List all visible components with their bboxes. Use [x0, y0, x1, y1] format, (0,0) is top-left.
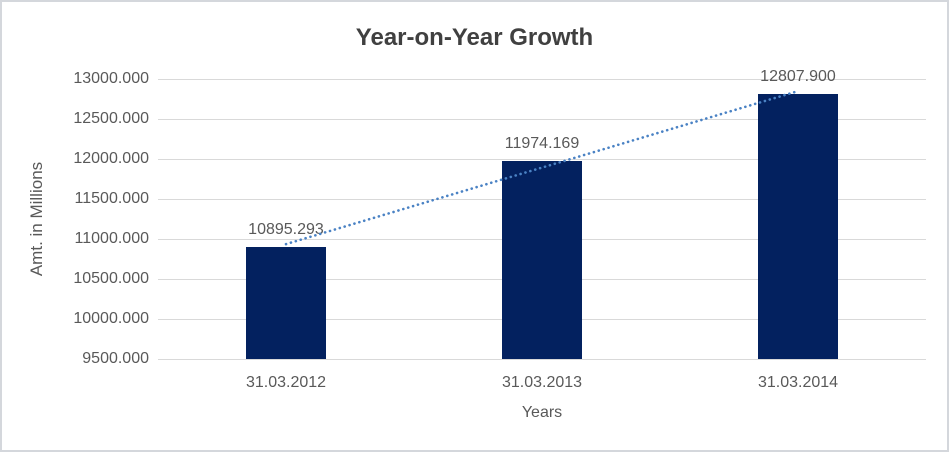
y-tick-label: 11000.000	[74, 230, 149, 247]
y-tick-label: 13000.000	[73, 70, 149, 87]
y-tick-label: 12500.000	[73, 110, 149, 127]
bar-data-label: 10895.293	[248, 221, 324, 239]
chart-title: Year-on-Year Growth	[355, 24, 594, 51]
y-tick-label: 10500.000	[73, 270, 149, 287]
y-tick-label: 11500.000	[74, 190, 149, 207]
bar-data-label: 11974.169	[504, 135, 580, 153]
x-axis-title: Years	[521, 404, 563, 421]
gridline	[158, 359, 926, 360]
y-tick-label: 9500.000	[82, 350, 149, 367]
bar	[502, 161, 582, 359]
y-tick-label: 10000.000	[73, 310, 149, 327]
gridline	[158, 79, 926, 80]
y-axis-title: Amt. in Millions	[27, 161, 46, 277]
x-category-label: 31.03.2012	[245, 374, 327, 391]
bar	[758, 94, 838, 359]
x-category-label: 31.03.2014	[757, 374, 839, 391]
bar-data-label: 12807.900	[760, 68, 836, 86]
bar	[246, 247, 326, 359]
x-category-label: 31.03.2013	[501, 374, 583, 391]
y-tick-label: 12000.000	[73, 150, 149, 167]
